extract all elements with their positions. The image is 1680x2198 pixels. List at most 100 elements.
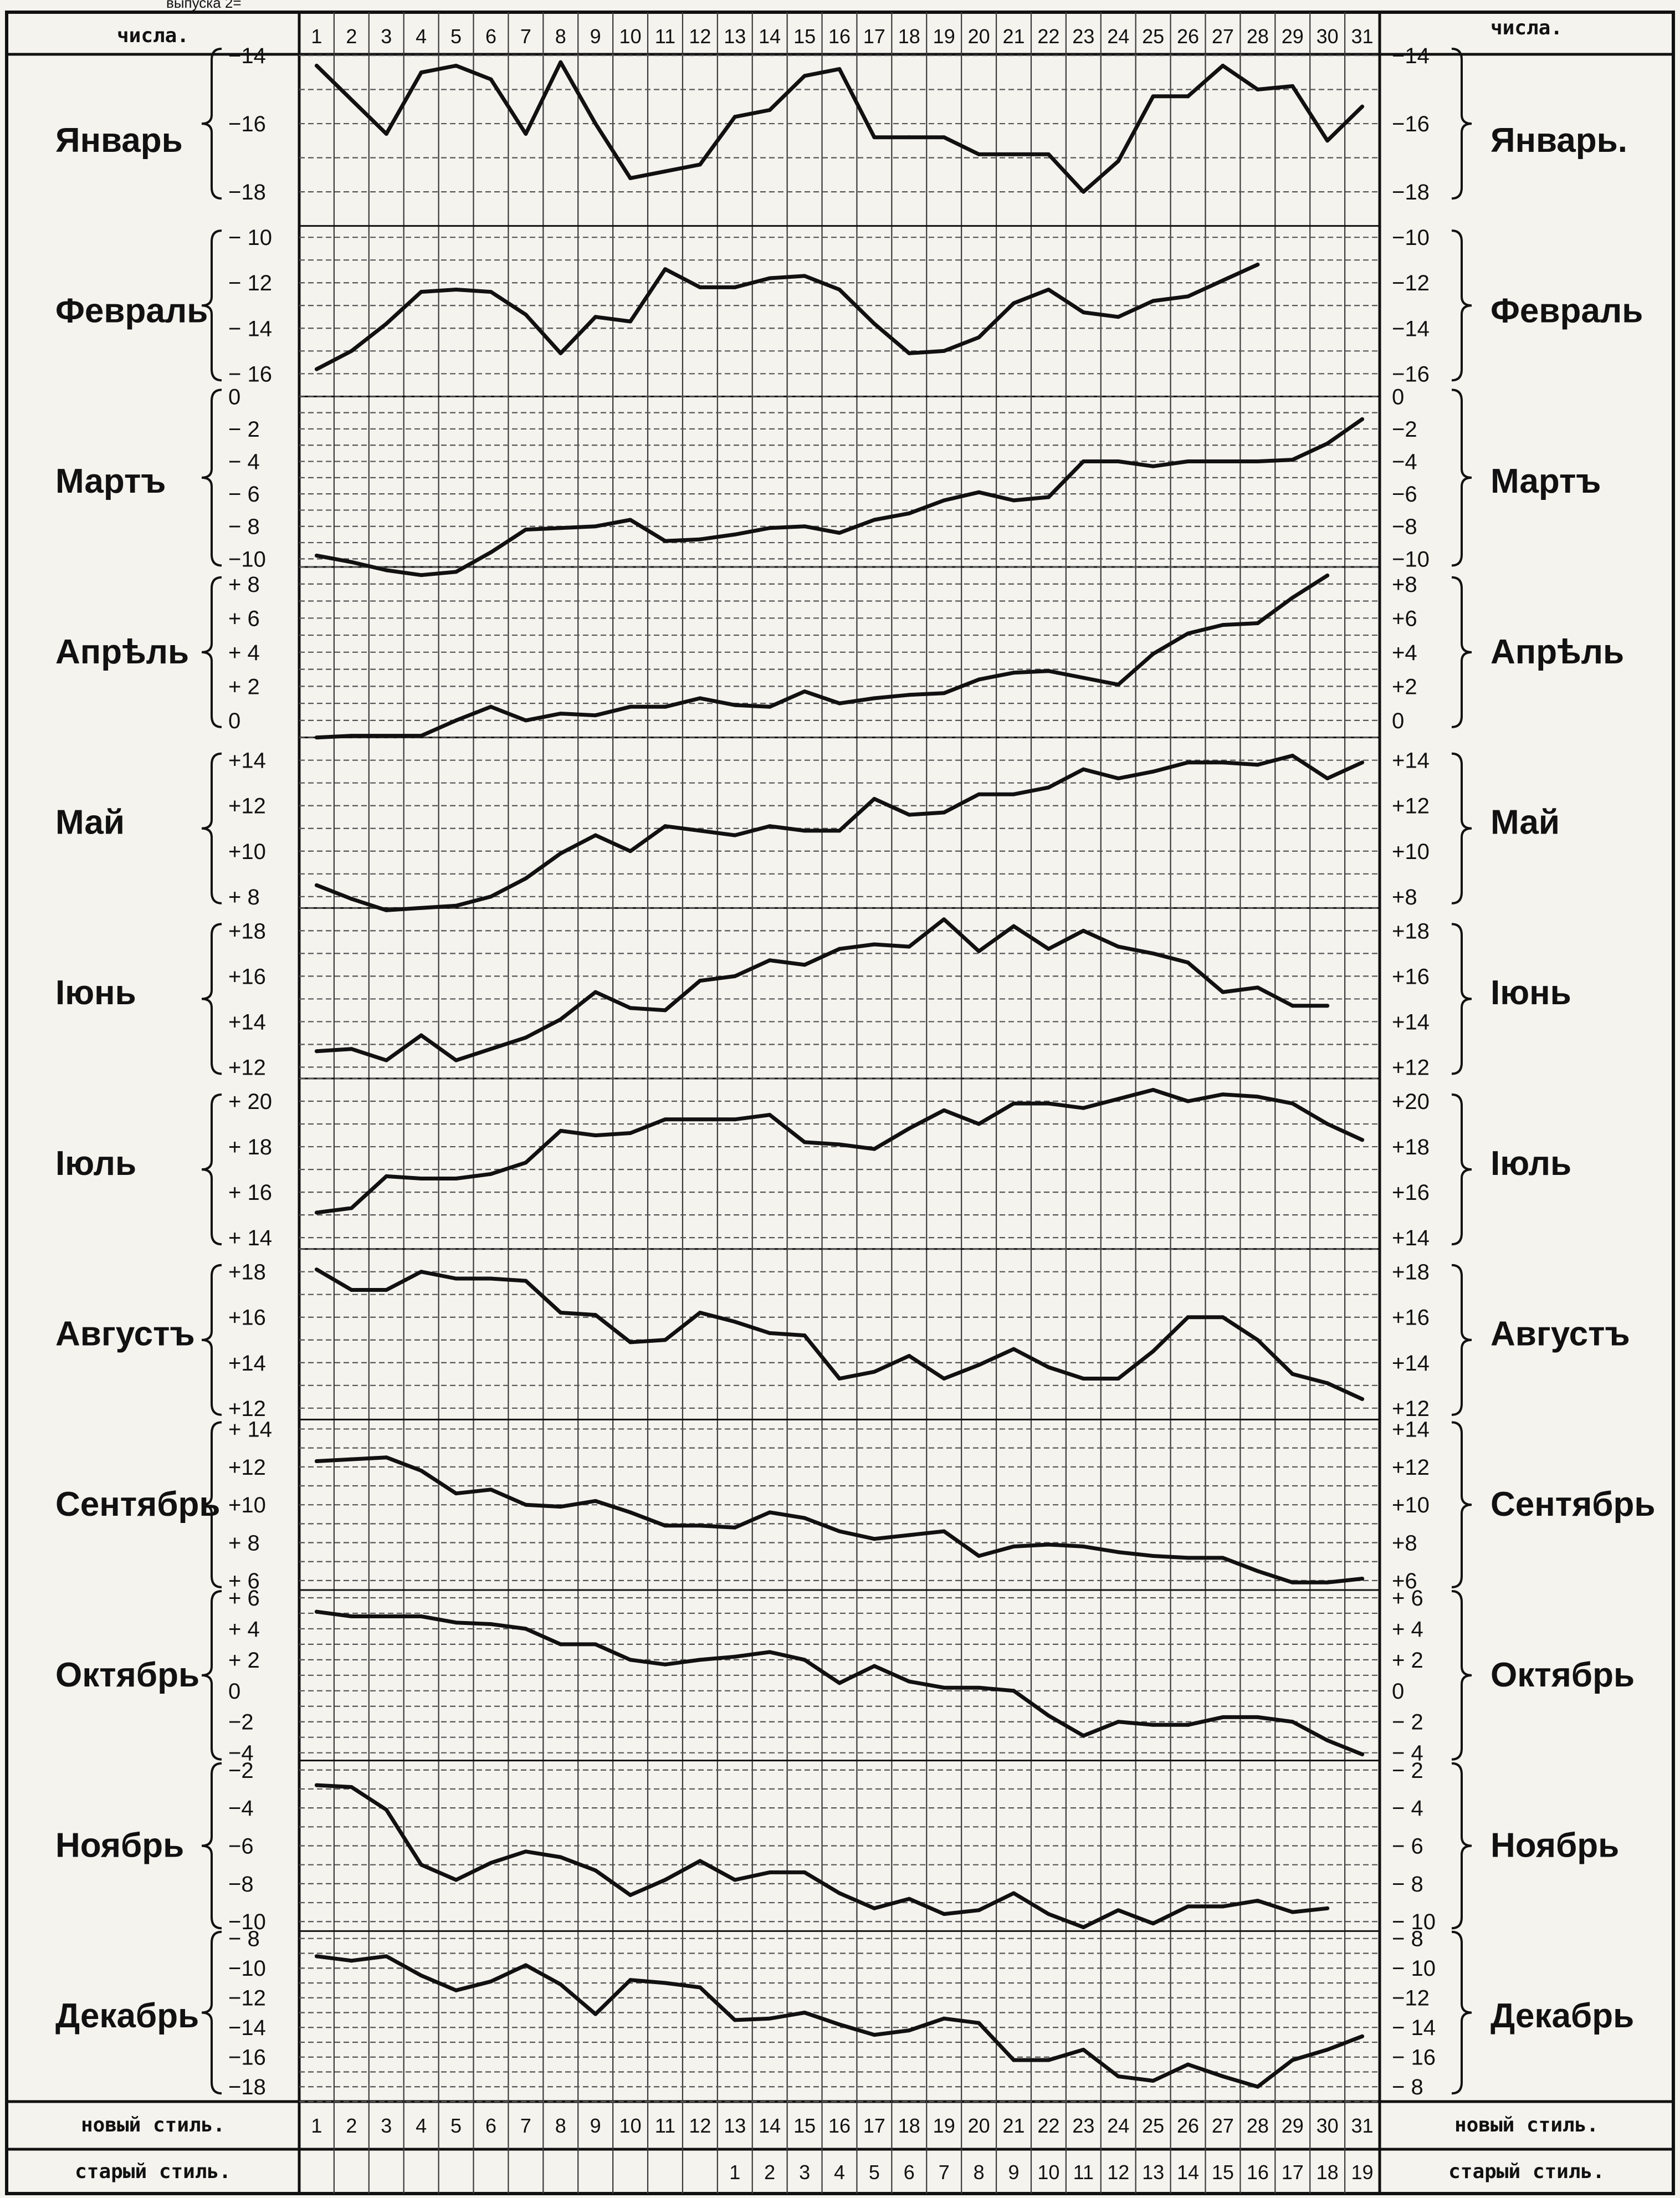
tick-label-left: − 14	[228, 316, 272, 341]
tick-label-left: − 16	[228, 362, 272, 386]
series-line	[315, 573, 1330, 740]
data-point	[593, 1133, 598, 1138]
left-brace	[201, 1930, 222, 2095]
data-point	[837, 701, 842, 706]
tick-label-left: −14	[228, 2016, 266, 2040]
data-point	[872, 2033, 877, 2037]
new-style-day-number: 19	[933, 2114, 955, 2137]
tick-label-left: + 2	[228, 1648, 260, 1673]
data-point	[1325, 441, 1330, 446]
tick-label-left: −6	[228, 1834, 254, 1859]
data-point	[314, 1049, 319, 1054]
data-point	[1325, 1122, 1330, 1126]
data-point	[767, 526, 772, 530]
data-point	[559, 526, 563, 530]
right-brace	[1451, 1421, 1472, 1588]
data-point	[698, 1117, 702, 1122]
tick-label-right: +6	[1392, 1569, 1417, 1593]
header-day-number: 30	[1317, 25, 1339, 48]
data-point	[907, 1533, 911, 1537]
data-point	[1116, 2074, 1120, 2079]
right-brace	[1451, 923, 1472, 1075]
header-day-number: 19	[933, 25, 955, 48]
data-point	[454, 1276, 458, 1281]
left-brace	[201, 229, 222, 382]
data-point	[1325, 776, 1330, 781]
data-point	[1151, 1349, 1155, 1353]
data-point	[384, 568, 388, 572]
data-point	[1116, 1908, 1120, 1913]
new-style-day-number: 27	[1212, 2114, 1234, 2137]
data-point	[1221, 990, 1225, 994]
data-point	[489, 1172, 493, 1176]
tick-label-left: +10	[228, 1493, 266, 1517]
data-point	[524, 1849, 528, 1854]
data-point	[1012, 924, 1016, 928]
month-label-right: Августъ	[1491, 1315, 1630, 1353]
data-point	[628, 1658, 633, 1662]
data-point	[733, 1878, 737, 1882]
data-point	[628, 319, 633, 324]
tick-label-right: −12	[1392, 271, 1430, 295]
data-point	[802, 2010, 807, 2015]
data-point	[663, 1008, 667, 1013]
data-point	[1221, 459, 1225, 464]
tick-label-left: −16	[228, 2046, 266, 2070]
data-point	[559, 60, 563, 64]
left-brace	[201, 1421, 222, 1588]
top-caption: выпуска 2=	[166, 0, 242, 11]
data-point	[1186, 1556, 1190, 1560]
data-point	[977, 335, 981, 340]
data-point	[1046, 669, 1051, 673]
data-point	[1256, 763, 1260, 767]
data-point	[872, 135, 877, 140]
tick-label-left: +12	[228, 1455, 266, 1480]
data-point	[1081, 767, 1085, 771]
right-brace	[1451, 752, 1472, 904]
tick-label-left: + 2	[228, 674, 260, 699]
month-bands: Январь Январь. −14 −14 −16 −16 −18 −18 Февраль Фе…	[55, 44, 1656, 2103]
data-point	[384, 1614, 388, 1619]
month-label-left: Октябрь	[55, 1656, 199, 1694]
month-label-right: Май	[1491, 804, 1560, 842]
tick-label-right: +6	[1392, 606, 1417, 631]
data-point	[419, 906, 423, 910]
data-point	[1046, 785, 1051, 790]
data-point	[1151, 94, 1155, 99]
data-point	[524, 876, 528, 881]
tick-label-right: +14	[1392, 1417, 1430, 1442]
data-point	[1116, 159, 1120, 163]
old-style-label-right: старый стиль.	[1448, 2160, 1605, 2183]
data-point	[314, 1783, 319, 1787]
header-day-number: 9	[590, 25, 601, 48]
tick-label-left: +16	[228, 1306, 266, 1330]
data-point	[733, 974, 737, 978]
right-brace	[1451, 1093, 1472, 1246]
data-point	[942, 1376, 946, 1381]
old-style-day-number: 19	[1351, 2161, 1374, 2184]
old-style-day-number: 14	[1177, 2161, 1199, 2184]
tick-label-left: + 18	[228, 1135, 272, 1159]
new-style-day-number: 21	[1002, 2114, 1025, 2137]
data-point	[837, 530, 842, 535]
data-point	[1360, 1138, 1365, 1142]
header-day-number: 26	[1177, 25, 1199, 48]
data-point	[1221, 1904, 1225, 1909]
tick-label-right: + 2	[1392, 1648, 1423, 1673]
tick-label-right: − 16	[1392, 2046, 1436, 2070]
data-point	[872, 1906, 877, 1910]
data-point	[454, 288, 458, 292]
data-point	[872, 942, 877, 947]
left-brace	[201, 1589, 222, 1761]
data-point	[1290, 1720, 1295, 1724]
data-point	[1221, 2074, 1225, 2079]
data-point	[1046, 947, 1051, 951]
new-style-day-number: 9	[590, 2114, 601, 2137]
tick-label-left: − 8	[228, 1927, 260, 1951]
data-point	[663, 169, 667, 173]
new-style-day-number: 15	[793, 2114, 816, 2137]
data-point	[907, 944, 911, 949]
data-point	[977, 1553, 981, 1558]
tick-label-right: + 4	[1392, 1617, 1423, 1642]
tick-label-right: +18	[1392, 919, 1430, 943]
